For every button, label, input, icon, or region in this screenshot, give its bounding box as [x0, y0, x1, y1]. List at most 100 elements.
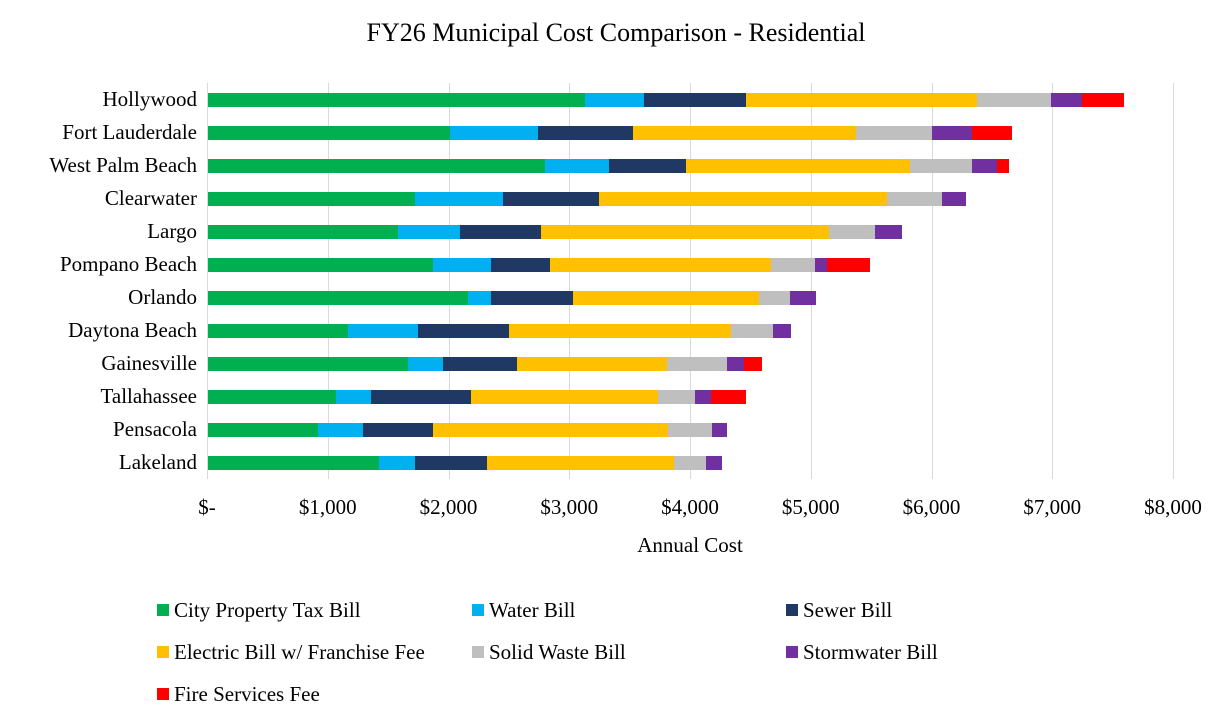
bar-segment: [874, 224, 902, 239]
category-label: West Palm Beach: [49, 153, 197, 177]
y-axis-labels: Hollywood Fort Lauderdale West Palm Beach C…: [0, 83, 197, 479]
bar-segment: [549, 257, 771, 272]
bar-segment: [941, 191, 966, 206]
gridline: [810, 83, 812, 479]
bar-segment: [208, 455, 379, 470]
legend-swatch-fire-services-fee: [157, 688, 169, 700]
bar-segment: [643, 92, 746, 107]
bar-row: [207, 281, 1173, 314]
bar-segment: [633, 125, 857, 140]
bar-segment: [415, 191, 503, 206]
x-tick-label: $5,000: [781, 495, 840, 519]
stacked-bar: [208, 389, 746, 404]
bar-segment: [790, 290, 816, 305]
legend-item-city-property-tax: City Property Tax Bill: [157, 598, 361, 622]
bar-segment: [486, 455, 675, 470]
bar-segment: [829, 224, 875, 239]
bar-segment: [666, 356, 727, 371]
bar-segment: [208, 158, 545, 173]
bar-segment: [773, 323, 792, 338]
bar-segment: [706, 455, 722, 470]
gridline: [1052, 83, 1054, 479]
gridline: [207, 83, 208, 479]
bar-row: [207, 248, 1173, 281]
legend-label: Fire Services Fee: [174, 682, 320, 706]
bar-segment: [909, 158, 972, 173]
stacked-bar: [208, 125, 1013, 140]
x-tick-label: $4,000: [661, 495, 719, 519]
bar-row: [207, 314, 1173, 347]
bar-segment: [541, 224, 830, 239]
legend-label: Electric Bill w/ Franchise Fee: [174, 640, 425, 664]
x-tick-label: $8,000: [1144, 495, 1202, 519]
bar-segment: [517, 356, 667, 371]
bar-segment: [432, 257, 491, 272]
bar-segment: [208, 422, 319, 437]
legend-label: Water Bill: [489, 598, 576, 622]
category-label: Tallahassee: [100, 384, 197, 408]
bar-row: [207, 215, 1173, 248]
bar-segment: [467, 290, 491, 305]
category-label: Daytona Beach: [68, 318, 197, 342]
bar-segment: [415, 455, 487, 470]
legend-item-fire-services-fee: Fire Services Fee: [157, 682, 320, 706]
category-label: Pensacola: [113, 417, 197, 441]
x-axis-title: Annual Cost: [637, 533, 743, 557]
stacked-bar: [208, 422, 728, 437]
legend-swatch-sewer-bill: [786, 604, 798, 616]
bar-segment: [490, 290, 573, 305]
bar-segment: [730, 323, 774, 338]
bar-segment: [348, 323, 419, 338]
bar-segment: [608, 158, 687, 173]
bar-segment: [814, 257, 827, 272]
bar-segment: [208, 125, 450, 140]
gridline: [327, 83, 329, 479]
legend-label: Stormwater Bill: [803, 640, 938, 664]
bar-row: [207, 380, 1173, 413]
category-label: Pompano Beach: [59, 252, 197, 276]
bar-segment: [971, 125, 1013, 140]
bar-segment: [1050, 92, 1083, 107]
category-label: Clearwater: [104, 186, 197, 210]
legend-label: City Property Tax Bill: [174, 598, 361, 622]
bar-segment: [744, 356, 762, 371]
legend-swatch-water-bill: [472, 604, 484, 616]
bar-segment: [208, 389, 336, 404]
bar-segment: [460, 224, 542, 239]
bar-segment: [362, 422, 433, 437]
x-tick-label: $-: [198, 495, 216, 519]
bar-segment: [856, 125, 933, 140]
legend-swatch-electric-bill: [157, 646, 169, 658]
bar-segment: [208, 257, 433, 272]
category-label: Largo: [147, 219, 197, 243]
bar-segment: [584, 92, 644, 107]
legend-item-sewer-bill: Sewer Bill: [786, 598, 892, 622]
bar-segment: [208, 323, 349, 338]
legend-item-solid-waste-bill: Solid Waste Bill: [472, 640, 626, 664]
x-tick-label: $3,000: [540, 495, 599, 519]
bar-row: [207, 413, 1173, 446]
gridline: [690, 83, 691, 479]
plot-area: [207, 83, 1174, 479]
bar-segment: [887, 191, 942, 206]
stacked-bar: [208, 224, 902, 239]
bar-row: [207, 446, 1173, 479]
bar-segment: [674, 455, 707, 470]
bar-segment: [745, 92, 978, 107]
category-label: Fort Lauderdale: [62, 120, 197, 144]
bar-segment: [508, 323, 731, 338]
category-label: Gainesville: [101, 351, 197, 375]
x-tick-label: $6,000: [902, 495, 961, 519]
bar-row: [207, 83, 1173, 116]
bar-segment: [432, 422, 669, 437]
bar-segment: [208, 224, 399, 239]
x-tick-label: $2,000: [419, 495, 478, 519]
bar-row: [207, 182, 1173, 215]
gridline: [1173, 83, 1174, 479]
bar-row: [207, 149, 1173, 182]
bar-segment: [668, 422, 712, 437]
bar-segment: [711, 422, 728, 437]
legend-label: Solid Waste Bill: [489, 640, 626, 664]
bar-segment: [686, 158, 910, 173]
stacked-bar: [208, 257, 870, 272]
